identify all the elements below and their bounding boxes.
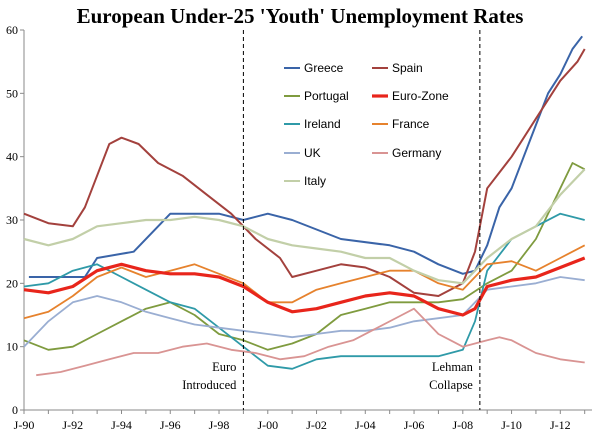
annotation-label: Collapse <box>429 378 473 392</box>
x-tick-label: J-98 <box>209 418 230 432</box>
legend-label: Euro-Zone <box>392 89 449 103</box>
series-line-ireland <box>23 212 585 370</box>
x-tick-label: J-00 <box>257 418 278 432</box>
legend-label: Germany <box>392 146 441 160</box>
series-line-spain <box>23 48 586 297</box>
x-tick-label: J-04 <box>355 418 376 432</box>
legend-label: Portugal <box>304 89 349 103</box>
series-line-euro-zone <box>23 256 586 317</box>
x-tick-label: J-12 <box>550 418 571 432</box>
legend-label: Italy <box>304 174 326 188</box>
y-tick-label: 30 <box>6 213 18 227</box>
y-tick-label: 50 <box>6 86 18 100</box>
y-tick-label: 60 <box>6 23 18 37</box>
x-tick-label: J-96 <box>160 418 181 432</box>
x-axis: J-90 J-92 J-94 J-96 J-98 J-00 J-02 J-04 J-06 J-08… <box>14 409 592 432</box>
x-tick-label: J-94 <box>111 418 132 432</box>
x-tick-label: J-10 <box>501 418 522 432</box>
legend-label: Spain <box>392 61 423 75</box>
event-markers <box>242 30 481 410</box>
x-tick-label: J-06 <box>404 418 425 432</box>
y-tick-label: 40 <box>6 150 18 164</box>
y-tick-label: 10 <box>6 340 18 354</box>
legend-label: UK <box>304 146 321 160</box>
annotation-label: Euro <box>212 360 236 374</box>
annotations: Euro Introduced Lehman Collapse <box>182 360 473 392</box>
legend-label: Greece <box>304 61 344 75</box>
series-line-uk <box>23 276 585 348</box>
x-tick-label: J-90 <box>14 418 35 432</box>
series-layer <box>23 35 586 377</box>
series-line-germany <box>36 307 585 377</box>
y-tick-label: 0 <box>12 403 18 417</box>
annotation-label: Lehman <box>432 360 474 374</box>
legend: Greece Spain Portugal Euro-Zone Ireland Franc… <box>284 61 449 188</box>
chart-title: European Under-25 'Youth' Unemployment R… <box>77 4 524 28</box>
x-tick-label: J-92 <box>62 418 83 432</box>
series-line-italy <box>23 168 586 285</box>
y-axis: 0 10 20 30 40 50 60 <box>6 23 25 417</box>
x-tick-label: J-08 <box>452 418 473 432</box>
y-tick-label: 20 <box>6 276 18 290</box>
series-line-france <box>23 244 586 320</box>
x-tick-label: J-02 <box>306 418 327 432</box>
legend-label: France <box>392 117 430 131</box>
annotation-label: Introduced <box>182 378 237 392</box>
legend-label: Ireland <box>304 117 341 131</box>
